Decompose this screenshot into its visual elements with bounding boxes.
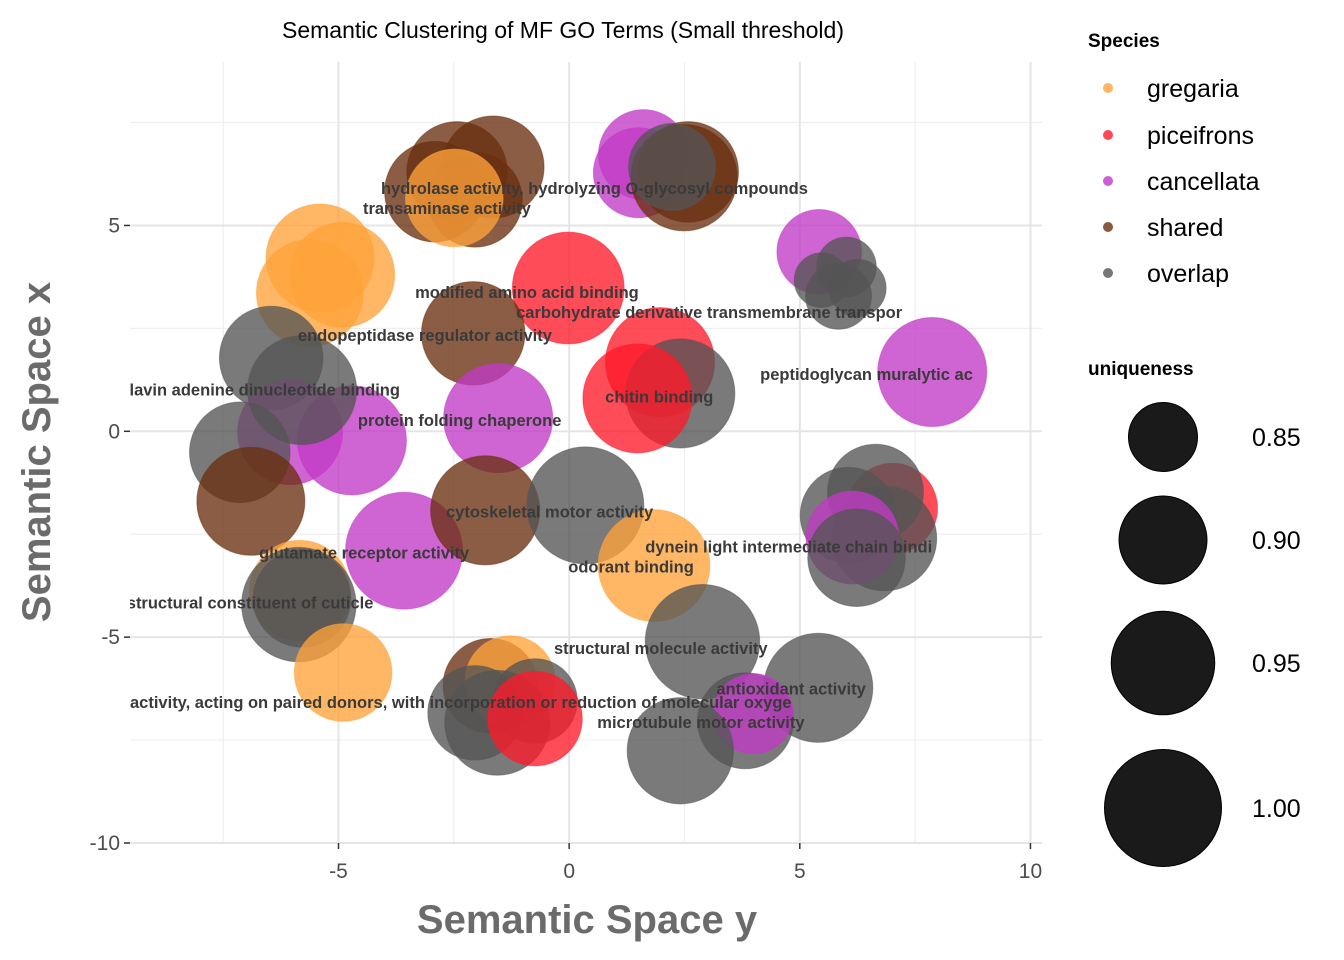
legend-label-piceifrons: piceifrons: [1147, 122, 1254, 150]
bubble-gregaria: [293, 623, 393, 722]
bubble-overlap: [628, 123, 717, 211]
legend-size-label: 0.90: [1252, 527, 1301, 555]
term-label: flavin adenine dinucleotide binding: [124, 381, 400, 399]
legend-label-shared: shared: [1147, 214, 1223, 242]
legend-size-circle: [1104, 749, 1222, 867]
bubble-gregaria: [405, 148, 504, 248]
labels-layer: hydrolase activity, hydrolyzing O-glycos…: [124, 180, 973, 732]
legend-size-circle: [1118, 495, 1208, 585]
legend-size-title: uniqueness: [1088, 359, 1194, 380]
legend-size-label: 1.00: [1252, 795, 1301, 823]
term-label: endopeptidase regulator activity: [298, 327, 553, 345]
y-axis-title: Semantic Space x: [15, 282, 59, 622]
term-label: structural constituent of cuticle: [127, 595, 374, 613]
axis-ticks: -5 0 5 10 -10 -5 0 5: [90, 214, 1043, 883]
bubble-overlap: [805, 262, 873, 330]
bubble-cancellata: [877, 316, 988, 428]
legend-label-gregaria: gregaria: [1147, 75, 1239, 103]
y-tick-label: -10: [90, 832, 120, 855]
legend-dot-cancellata: [1103, 176, 1113, 186]
legend-label-cancellata: cancellata: [1147, 168, 1260, 196]
legend-label-overlap: overlap: [1147, 260, 1229, 288]
legend-dot-gregaria: [1103, 83, 1113, 93]
term-label: chitin binding: [605, 388, 713, 406]
chart-title: Semantic Clustering of MF GO Terms (Smal…: [282, 17, 844, 43]
term-label: microtubule motor activity: [597, 714, 805, 732]
term-label: carbohydrate derivative transmembrane tr…: [516, 304, 903, 322]
term-label: structural molecule activity: [554, 640, 768, 658]
term-label: transaminase activity: [363, 200, 532, 218]
legend: Species uniqueness gregaria piceifrons can…: [1088, 31, 1301, 867]
legend-dot-shared: [1103, 222, 1113, 232]
x-tick-label: -5: [329, 860, 348, 883]
term-label: modified amino acid binding: [415, 284, 639, 302]
legend-dot-piceifrons: [1103, 130, 1113, 140]
y-tick-label: 5: [108, 214, 120, 237]
term-label: protein folding chaperone: [358, 412, 562, 430]
legend-size-circle: [1110, 610, 1216, 716]
term-label: glutamate receptor activity: [259, 544, 470, 562]
term-label: dynein light intermediate chain bindi: [645, 538, 932, 556]
term-label: hydrolase activity, hydrolyzing O-glycos…: [381, 180, 808, 198]
x-tick-label: 10: [1019, 860, 1042, 883]
bubble-piceifrons: [511, 231, 625, 345]
x-tick-label: 0: [563, 860, 575, 883]
x-axis-title: Semantic Space y: [417, 898, 758, 942]
legend-size-label: 0.85: [1252, 424, 1301, 452]
legend-dot-overlap: [1103, 268, 1113, 278]
term-label: peptidoglycan muralytic ac: [760, 366, 973, 384]
bubble-piceifrons: [487, 670, 583, 767]
term-label: antioxidant activity: [716, 681, 866, 699]
bubble-piceifrons: [582, 343, 693, 454]
term-label: odorant binding: [568, 558, 694, 576]
points-layer: [189, 109, 988, 805]
legend-size-circle: [1128, 402, 1198, 472]
term-label: cytoskeletal motor activity: [446, 504, 654, 522]
bubble-shared: [196, 446, 306, 556]
legend-species-title: Species: [1088, 31, 1160, 52]
term-label: activity, acting on paired donors, with …: [130, 694, 792, 712]
x-tick-label: 5: [794, 860, 806, 883]
legend-size-label: 0.95: [1252, 650, 1301, 678]
bubble-overlap: [626, 697, 735, 805]
y-tick-label: -5: [101, 626, 120, 649]
y-tick-label: 0: [108, 420, 120, 443]
bubble-overlap: [807, 508, 906, 607]
